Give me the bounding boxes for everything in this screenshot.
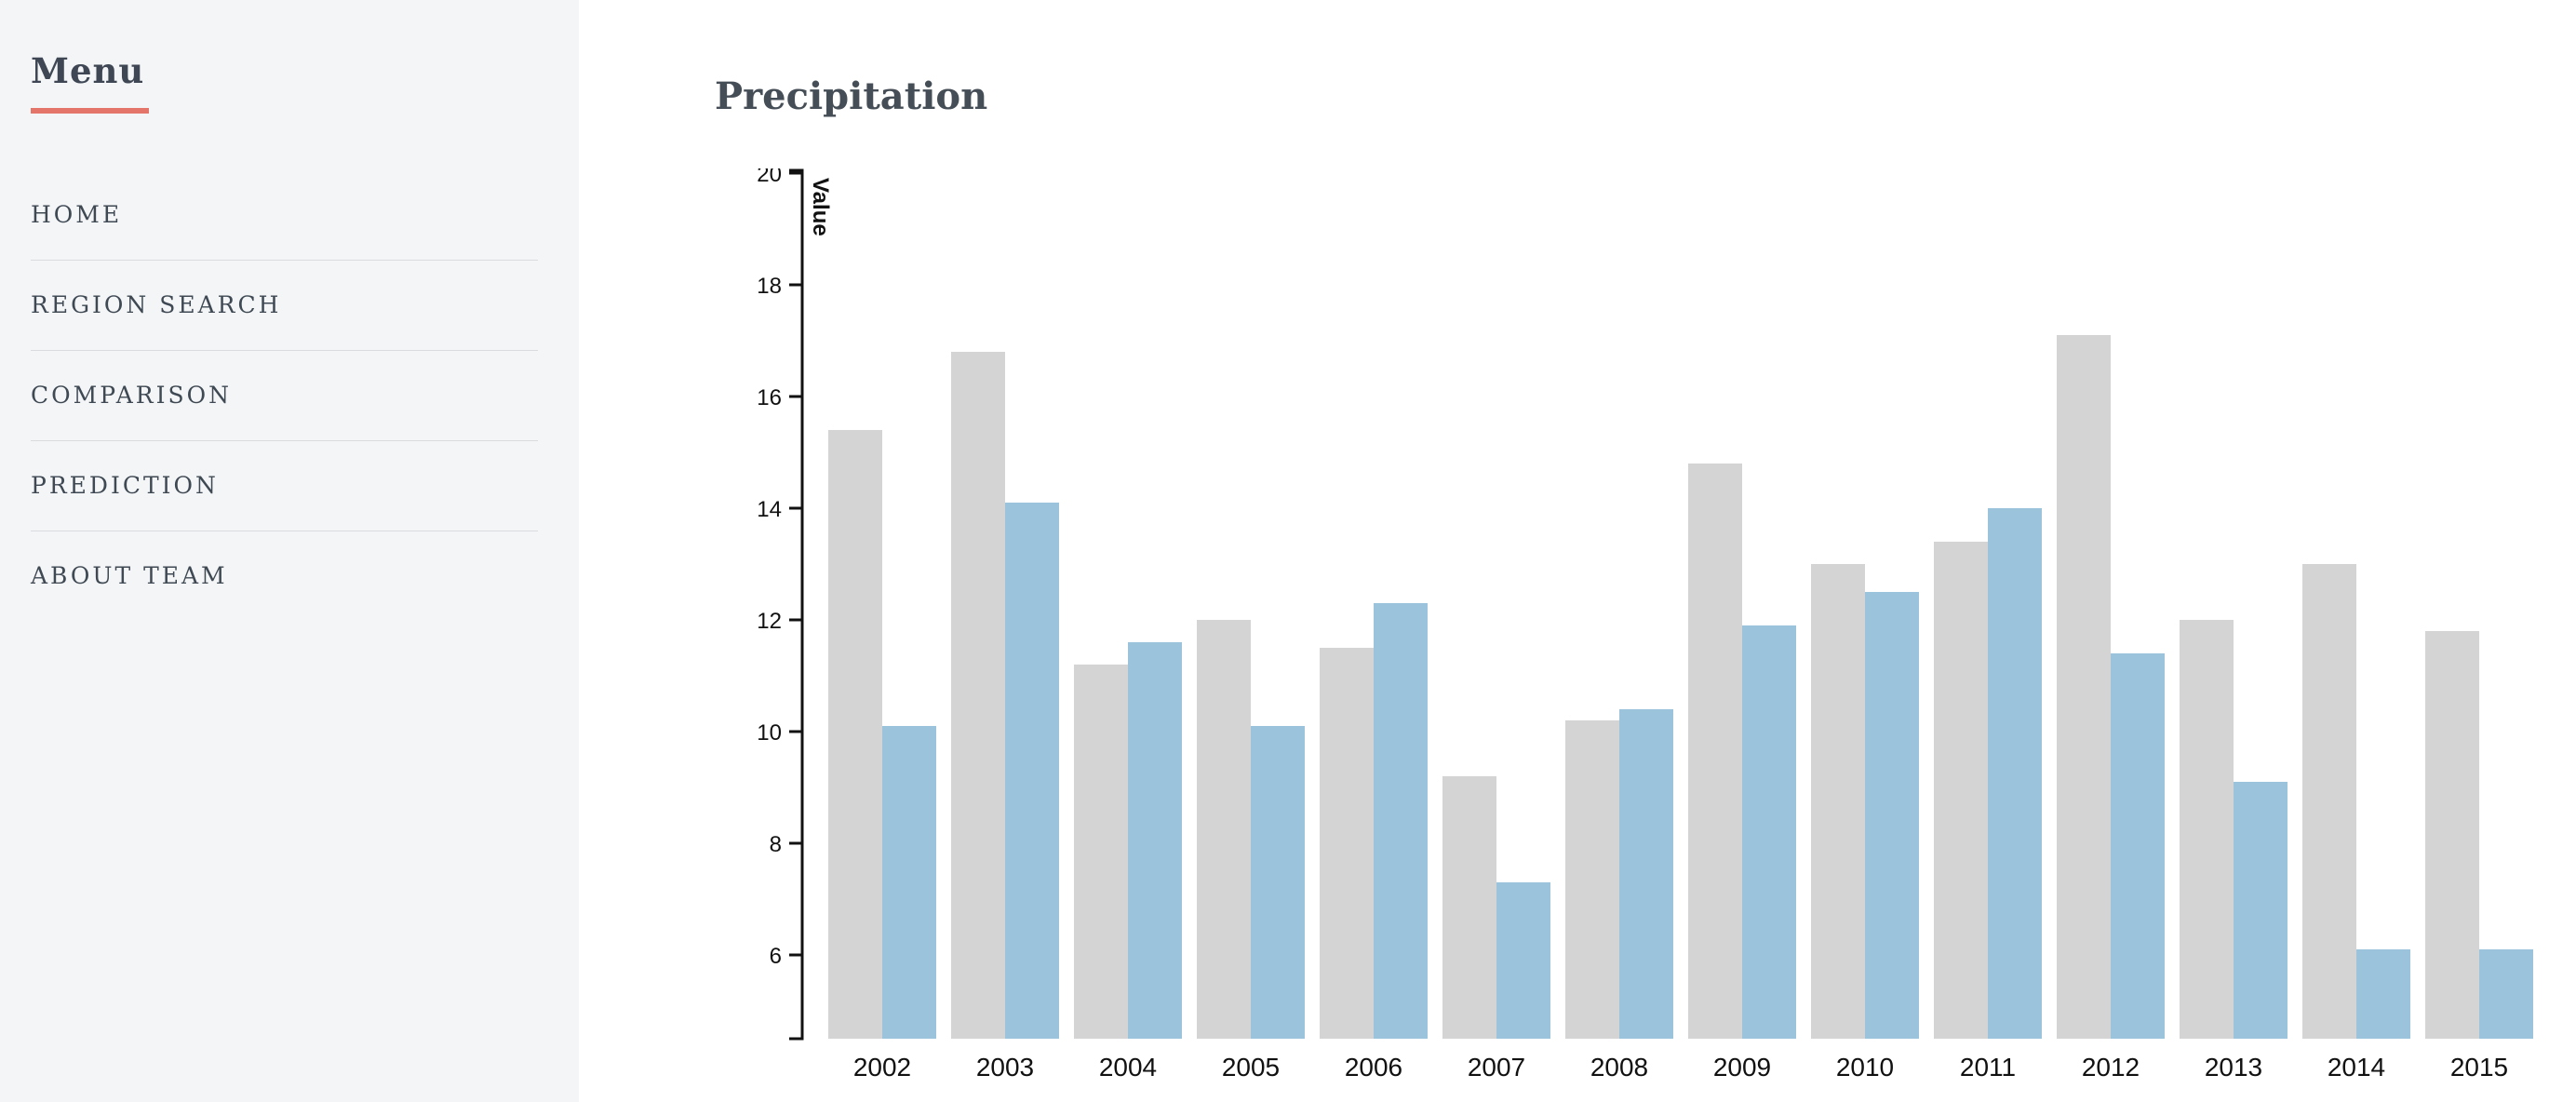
bar-blue-2002 bbox=[882, 726, 936, 1039]
bar-gray-2014 bbox=[2302, 564, 2356, 1039]
sidebar: Menu HOME REGION SEARCH COMPARISON PREDICTI… bbox=[0, 0, 579, 1102]
bar-blue-2007 bbox=[1496, 882, 1550, 1039]
y-tick-label-18: 18 bbox=[757, 274, 782, 299]
x-label-2013: 2013 bbox=[2205, 1053, 2262, 1082]
bar-gray-2009 bbox=[1688, 464, 1742, 1039]
menu: HOME REGION SEARCH COMPARISON PREDICTION ABO… bbox=[31, 170, 538, 621]
precipitation-chart: 20 18 16 14 12 10 8 6 Value 2002 2003 2004 2005 2006 2… bbox=[757, 168, 2533, 1082]
bar-blue-2008 bbox=[1619, 709, 1673, 1039]
menu-item-region-search[interactable]: REGION SEARCH bbox=[31, 261, 538, 351]
bar-gray-2015 bbox=[2425, 631, 2479, 1039]
y-tick-label-8: 8 bbox=[770, 832, 782, 857]
bar-gray-2003 bbox=[951, 352, 1005, 1039]
x-label-2009: 2009 bbox=[1713, 1053, 1771, 1082]
bar-blue-2004 bbox=[1128, 642, 1182, 1039]
x-label-2012: 2012 bbox=[2082, 1053, 2140, 1082]
x-label-2003: 2003 bbox=[976, 1053, 1034, 1082]
bar-gray-2004 bbox=[1074, 665, 1128, 1039]
bar-gray-2002 bbox=[828, 430, 882, 1039]
page-title: Precipitation bbox=[715, 74, 988, 118]
y-tick-label-20: 20 bbox=[757, 168, 782, 187]
bar-blue-2005 bbox=[1251, 726, 1305, 1039]
y-axis-line bbox=[789, 168, 804, 1041]
y-tick-label-6: 6 bbox=[770, 944, 782, 969]
x-label-2010: 2010 bbox=[1836, 1053, 1894, 1082]
x-label-2015: 2015 bbox=[2450, 1053, 2508, 1082]
x-label-2006: 2006 bbox=[1345, 1053, 1402, 1082]
bar-blue-2003 bbox=[1005, 503, 1059, 1039]
bar-gray-2011 bbox=[1934, 542, 1988, 1039]
bar-blue-2015 bbox=[2479, 949, 2533, 1039]
y-tick-label-14: 14 bbox=[757, 497, 782, 522]
bar-blue-2013 bbox=[2234, 782, 2288, 1039]
x-label-2004: 2004 bbox=[1099, 1053, 1157, 1082]
bar-blue-2012 bbox=[2111, 653, 2165, 1039]
menu-item-prediction[interactable]: PREDICTION bbox=[31, 441, 538, 531]
bar-gray-2012 bbox=[2057, 335, 2111, 1039]
bar-gray-2010 bbox=[1811, 564, 1865, 1039]
bar-gray-2013 bbox=[2180, 620, 2234, 1039]
x-label-2005: 2005 bbox=[1222, 1053, 1280, 1082]
menu-item-home[interactable]: HOME bbox=[31, 170, 538, 261]
y-axis-title: Value bbox=[808, 178, 833, 236]
x-label-2002: 2002 bbox=[853, 1053, 911, 1082]
bar-gray-2005 bbox=[1197, 620, 1251, 1039]
x-label-2014: 2014 bbox=[2328, 1053, 2385, 1082]
accent-underline bbox=[31, 108, 149, 114]
y-tick-label-16: 16 bbox=[757, 385, 782, 410]
bar-blue-2011 bbox=[1988, 508, 2042, 1039]
bar-blue-2010 bbox=[1865, 592, 1919, 1039]
bar-gray-2006 bbox=[1320, 648, 1374, 1039]
menu-item-comparison[interactable]: COMPARISON bbox=[31, 351, 538, 441]
bar-blue-2014 bbox=[2356, 949, 2410, 1039]
y-tick-label-12: 12 bbox=[757, 609, 782, 634]
x-label-2007: 2007 bbox=[1468, 1053, 1525, 1082]
x-label-2008: 2008 bbox=[1590, 1053, 1648, 1082]
bar-gray-2008 bbox=[1565, 720, 1619, 1039]
bar-blue-2006 bbox=[1374, 603, 1428, 1039]
sidebar-title: Menu bbox=[31, 50, 145, 91]
main: Precipitation 20 18 16 14 12 10 8 6 Value 2002 200… bbox=[579, 0, 2576, 1102]
bar-gray-2007 bbox=[1442, 776, 1496, 1039]
menu-list: HOME REGION SEARCH COMPARISON PREDICTION ABO… bbox=[31, 170, 538, 621]
bar-blue-2009 bbox=[1742, 625, 1796, 1039]
x-label-2011: 2011 bbox=[1960, 1053, 2016, 1082]
menu-item-about-team[interactable]: ABOUT TEAM bbox=[31, 562, 228, 589]
y-tick-label-10: 10 bbox=[757, 720, 782, 746]
